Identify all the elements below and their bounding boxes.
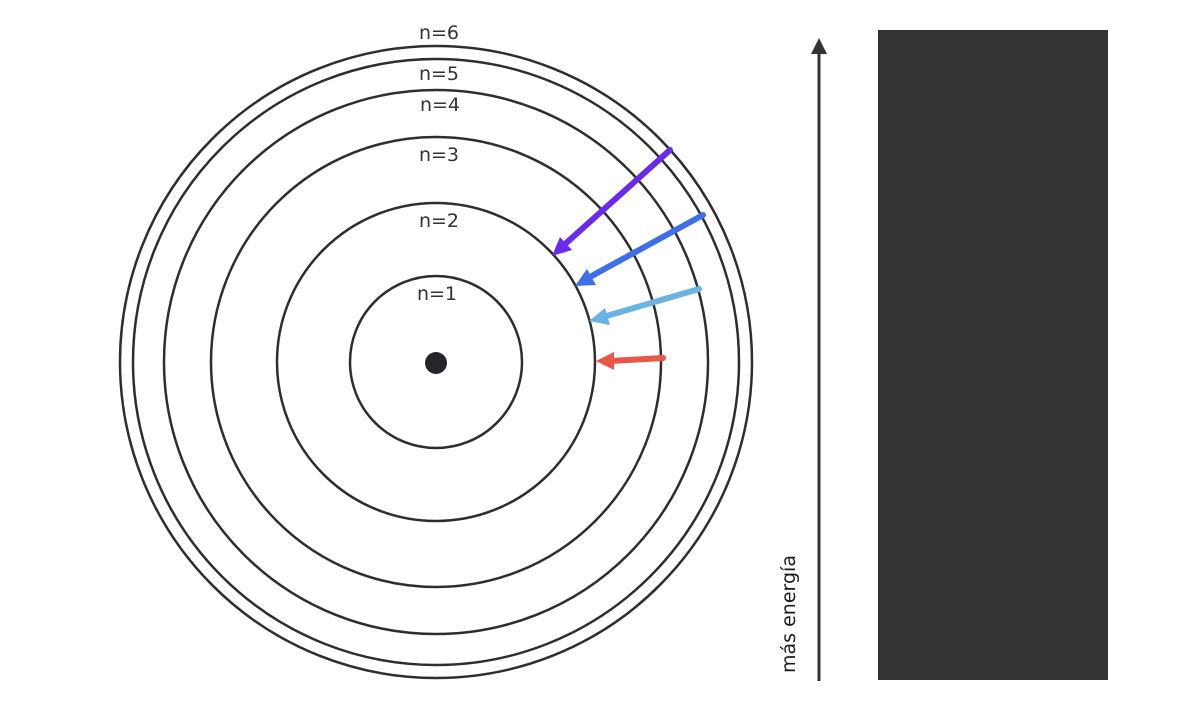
orbit-n1 bbox=[348, 274, 524, 450]
spectrum-background bbox=[878, 30, 1108, 680]
level-label-n3: n=3 bbox=[419, 144, 459, 166]
orbit-n5 bbox=[131, 57, 741, 667]
orbit-n2 bbox=[275, 201, 597, 523]
energy-axis-label: más energía bbox=[778, 555, 800, 673]
transition-arrow-n4-n2 bbox=[589, 286, 702, 325]
orbit-n4 bbox=[162, 88, 710, 636]
orbit-n3 bbox=[209, 135, 663, 589]
transition-arrow-n3-n2 bbox=[596, 352, 666, 370]
orbit-n6 bbox=[118, 44, 754, 680]
orbits bbox=[118, 44, 754, 680]
transition-arrow-n5-n2 bbox=[575, 212, 706, 286]
nucleus bbox=[425, 352, 447, 374]
energy-axis: más energía bbox=[778, 38, 827, 681]
arrow-up-icon bbox=[811, 38, 827, 54]
level-label-n5: n=5 bbox=[419, 63, 459, 85]
level-label-n4: n=4 bbox=[420, 94, 460, 116]
transition-arrow-n6-n2 bbox=[552, 147, 673, 256]
level-label-n1: n=1 bbox=[417, 283, 457, 305]
level-labels: n=1 n=2 n=3 n=4 n=5 n=6 bbox=[417, 22, 460, 305]
emission-spectrum bbox=[878, 30, 1108, 680]
level-label-n6: n=6 bbox=[419, 22, 459, 44]
level-label-n2: n=2 bbox=[419, 210, 459, 232]
transition-arrows bbox=[552, 147, 706, 370]
